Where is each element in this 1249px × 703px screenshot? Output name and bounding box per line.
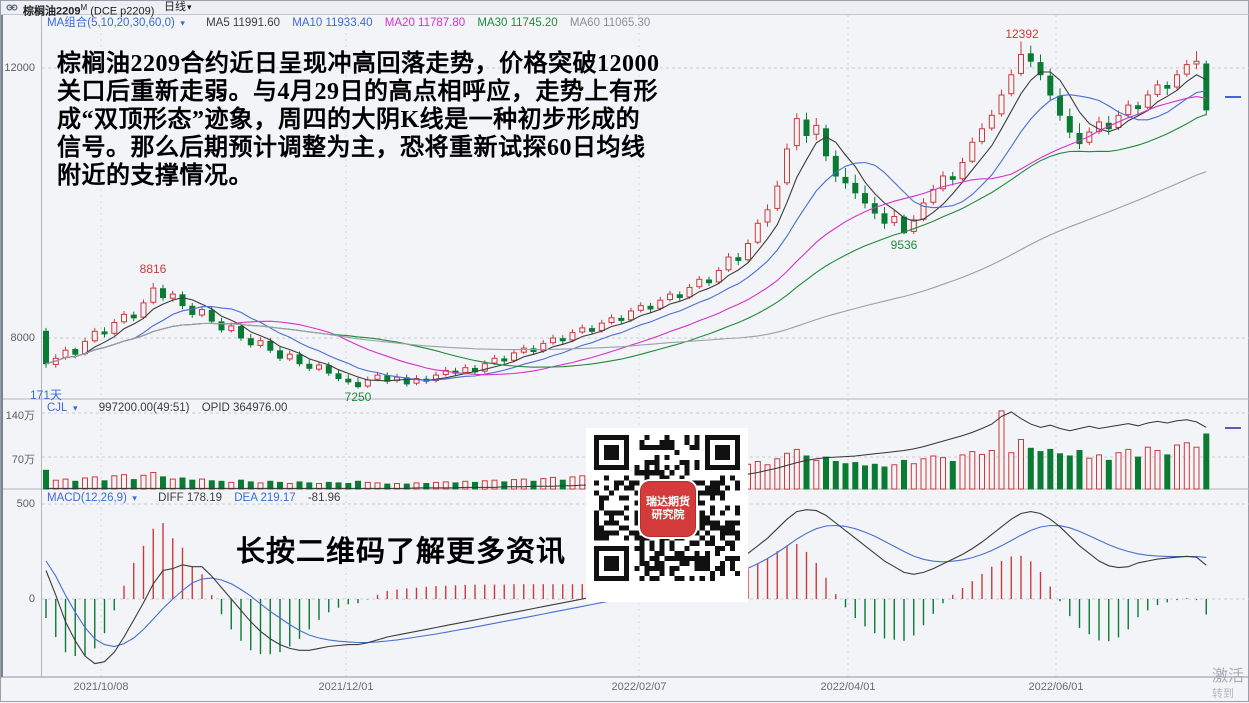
- price-label: 8816: [139, 262, 167, 276]
- qr-logo-text: 研究院: [651, 509, 685, 521]
- opid-value: OPID 364976.00: [201, 402, 288, 414]
- date-axis-label: 2022/02/07: [611, 681, 667, 693]
- qr-code: 瑞达期货 研究院: [586, 428, 748, 602]
- main-indicator-row: MA组合(5,10,20,30,60,0) ▾ MA5 11991.60 MA1…: [47, 17, 659, 30]
- link-icon: [6, 1, 18, 14]
- ma5-value: MA5 11991.60: [206, 17, 281, 29]
- chevron-down-icon: ▾: [129, 493, 137, 503]
- ma-group-selector[interactable]: MA组合(5,10,20,30,60,0) ▾: [47, 17, 185, 29]
- ma30-value: MA30 11745.20: [477, 17, 558, 29]
- analysis-annotation: 棕榈油2209合约近日呈现冲高回落走势，价格突破12000 关口后重新走弱。与4…: [57, 50, 660, 190]
- price-label: 12392: [1005, 27, 1039, 41]
- contract-title: 棕榈油2209M (DCE p2209): [23, 3, 155, 18]
- date-axis-label: 2022/06/01: [1028, 681, 1084, 693]
- qr-logo-text: 瑞达期货: [646, 496, 690, 508]
- price-label: 9536: [890, 238, 918, 252]
- chevron-down-icon: ▾: [177, 18, 185, 28]
- title-superscript: M: [80, 3, 88, 12]
- chevron-down-icon: ▾: [187, 2, 192, 12]
- diff-value: DIFF 178.19: [158, 492, 223, 504]
- activation-watermark-sub: 转到: [1212, 688, 1234, 700]
- ma20-value: MA20 11787.80: [384, 17, 466, 29]
- price-label: 171天: [30, 388, 63, 402]
- annotation-line: 棕榈油2209合约近日呈现冲高回落走势，价格突破12000: [57, 51, 660, 77]
- dea-value: DEA 219.17: [234, 492, 296, 504]
- annotation-line: 信号。那么后期预计调整为主，恐将重新试探60日均线: [57, 135, 646, 161]
- macd-indicator-row: MACD(12,26,9) ▾ DIFF 178.19 DEA 219.17 -…: [47, 492, 349, 505]
- annotation-line: 成“双顶形态”迹象，周四的大阴K线是一种初步形成的: [57, 107, 641, 133]
- macd-hist-value: -81.96: [307, 492, 341, 504]
- ma60-value: MA60 11065.30: [569, 17, 651, 29]
- qr-caption: 长按二维码了解更多资讯: [236, 536, 567, 568]
- price-label: 7250: [344, 390, 372, 404]
- annotation-line: 关口后重新走弱。与4月29日的高点相呼应，走势上有形: [57, 79, 658, 105]
- date-axis-label: 2021/10/08: [73, 681, 129, 693]
- macd-selector[interactable]: MACD(12,26,9) ▾: [47, 492, 137, 504]
- activation-watermark: 激活: [1212, 668, 1245, 685]
- qr-center-logo: 瑞达期货 研究院: [640, 481, 696, 537]
- annotation-line: 附近的支撑情况。: [57, 163, 253, 189]
- date-axis-label: 2021/12/01: [318, 681, 374, 693]
- cjl-selector[interactable]: CJL ▾: [47, 402, 78, 414]
- volume-indicator-row: CJL ▾ 997200.00(49:51) OPID 364976.00: [47, 402, 296, 415]
- chevron-down-icon: ▾: [70, 403, 78, 413]
- window-header: 棕榈油2209M (DCE p2209) 日线▾: [1, 1, 1248, 18]
- ma10-value: MA10 11933.40: [292, 17, 373, 29]
- period-selector[interactable]: 日线▾: [164, 1, 192, 13]
- volume-value: 997200.00(49:51): [98, 402, 190, 414]
- date-axis-label: 2022/04/01: [820, 681, 876, 693]
